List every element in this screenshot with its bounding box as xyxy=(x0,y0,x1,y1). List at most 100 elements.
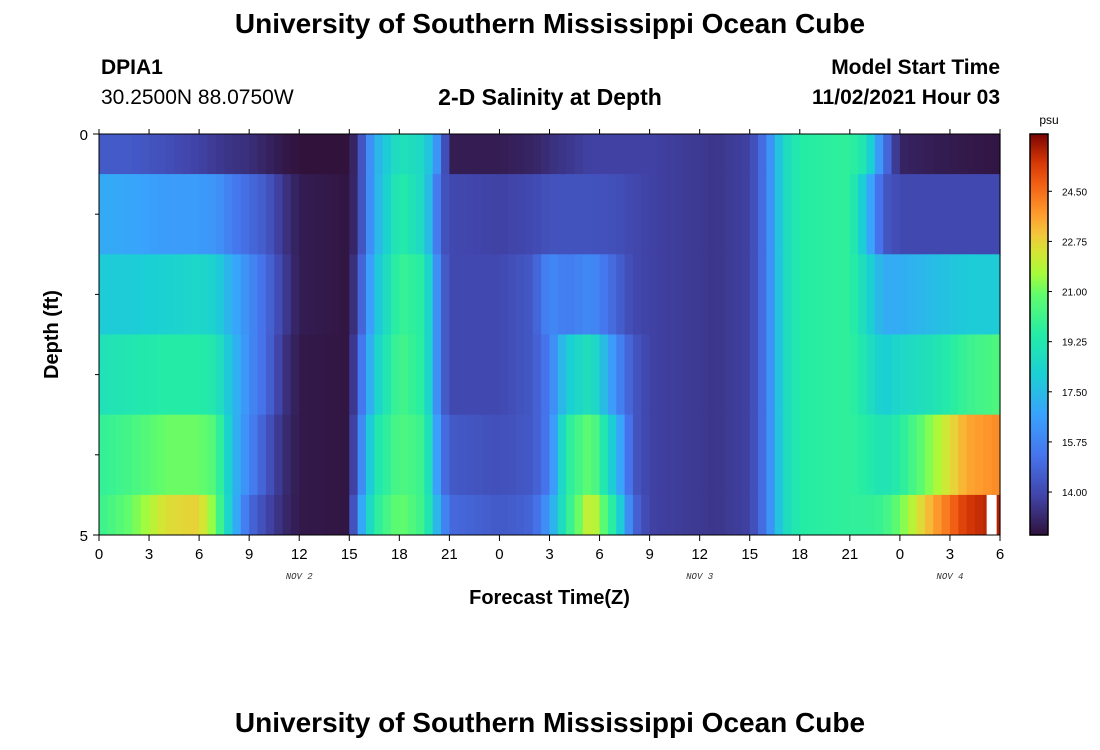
colorbar-tick-label: 15.75 xyxy=(1062,438,1087,449)
heatmap-cell xyxy=(966,414,976,496)
heatmap-cell xyxy=(249,494,259,536)
heatmap-cell xyxy=(657,414,667,496)
heatmap-cell xyxy=(140,134,150,175)
heatmap-cell xyxy=(457,174,467,255)
heatmap-cell xyxy=(974,414,984,496)
heatmap-cell xyxy=(799,134,809,175)
heatmap-cell xyxy=(507,494,517,536)
heatmap-cell xyxy=(891,334,901,416)
heatmap-cell xyxy=(257,494,267,536)
heatmap-cell xyxy=(499,254,509,335)
heatmap-cell xyxy=(140,414,150,496)
heatmap-cell xyxy=(758,254,767,335)
heatmap-cell xyxy=(282,174,292,255)
heatmap-cell xyxy=(340,174,350,255)
heatmap-cell xyxy=(949,174,959,255)
heatmap-cell xyxy=(274,494,284,536)
heatmap-cell xyxy=(582,254,592,335)
heatmap-cell xyxy=(491,254,501,335)
heatmap-cell xyxy=(891,174,901,255)
heatmap-cell xyxy=(149,494,158,536)
heatmap-cell xyxy=(566,334,576,416)
x-axis: 0 3 6 9 12 15 18 21 0 3 6 9 12 15 18 21 0 3 6 NOV 2 NOV 3 NOV… xyxy=(95,129,1004,582)
heatmap-cell xyxy=(899,134,909,175)
heatmap-cell xyxy=(682,414,692,496)
heatmap-cell xyxy=(916,134,926,175)
heatmap-cell xyxy=(599,334,609,416)
heatmap-cell xyxy=(357,414,367,496)
heatmap-cell xyxy=(541,494,551,536)
heatmap-cell xyxy=(290,494,300,536)
heatmap-cell xyxy=(916,254,926,335)
day-label: NOV 2 xyxy=(286,572,314,582)
heatmap-cell xyxy=(749,134,759,175)
heatmap-cell xyxy=(165,334,175,416)
heatmap-cell xyxy=(432,414,442,496)
missing-data-cell xyxy=(986,494,997,535)
heatmap-cell xyxy=(774,334,784,416)
heatmap-cell xyxy=(482,134,492,175)
heatmap-cell xyxy=(699,254,709,335)
heatmap-cell xyxy=(716,334,726,416)
heatmap-cell xyxy=(374,414,384,496)
x-tick-label: 0 xyxy=(95,546,103,563)
heatmap-cell xyxy=(541,414,551,496)
heatmap-cell xyxy=(557,174,567,255)
heatmap-cell xyxy=(724,254,734,335)
heatmap-cell xyxy=(399,254,409,335)
heatmap-cell xyxy=(607,334,617,416)
heatmap-cell xyxy=(307,334,317,416)
heatmap-cell xyxy=(883,174,893,255)
heatmap-cell xyxy=(149,254,158,335)
heatmap-cell xyxy=(566,174,576,255)
heatmap-cell xyxy=(115,134,125,175)
heatmap-cell xyxy=(290,174,300,255)
heatmap-cell xyxy=(441,494,450,536)
heatmap-cell xyxy=(124,254,133,335)
heatmap-cell xyxy=(457,414,467,496)
heatmap-cell xyxy=(841,334,851,416)
heatmap-cell xyxy=(599,494,609,536)
heatmap-cell xyxy=(199,134,209,175)
heatmap-cell xyxy=(758,334,767,416)
heatmap-cell xyxy=(991,134,1001,175)
heatmap-cell xyxy=(115,174,125,255)
heatmap-cell xyxy=(257,134,267,175)
heatmap-cell xyxy=(149,414,158,496)
heatmap-cell xyxy=(841,254,851,335)
heatmap-cell xyxy=(824,174,834,255)
heatmap-cell xyxy=(165,174,175,255)
heatmap-cell xyxy=(632,254,642,335)
heatmap-cell xyxy=(941,494,951,536)
heatmap-cell xyxy=(949,254,959,335)
heatmap-cell xyxy=(307,494,317,536)
heatmap-cell xyxy=(724,414,734,496)
heatmap-cell xyxy=(424,414,434,496)
heatmap-cell xyxy=(733,414,742,496)
heatmap-cell xyxy=(591,134,601,175)
heatmap-cell xyxy=(699,494,709,536)
heatmap-cell xyxy=(99,134,108,175)
heatmap-cell xyxy=(966,334,976,416)
heatmap-cell xyxy=(240,134,250,175)
heatmap-cell xyxy=(516,414,526,496)
x-tick-label: 3 xyxy=(145,546,153,563)
heatmap-cell xyxy=(824,494,834,536)
heatmap-cell xyxy=(140,174,150,255)
heatmap-cell xyxy=(499,494,509,536)
x-tick-label: 6 xyxy=(595,546,603,563)
plot-title: 2-D Salinity at Depth xyxy=(438,84,662,110)
heatmap-cell xyxy=(390,414,400,496)
heatmap-cell xyxy=(682,334,692,416)
x-axis-label: Forecast Time(Z) xyxy=(469,587,630,609)
heatmap-cell xyxy=(816,134,826,175)
heatmap-cell xyxy=(516,134,526,175)
heatmap-cell xyxy=(424,134,434,175)
heatmap-cell xyxy=(641,414,651,496)
colorbar xyxy=(1029,133,1049,536)
heatmap-cell xyxy=(783,174,793,255)
heatmap-cell xyxy=(149,134,158,175)
heatmap-cell xyxy=(783,334,793,416)
heatmap-cell xyxy=(641,254,651,335)
heatmap-cell xyxy=(649,254,659,335)
